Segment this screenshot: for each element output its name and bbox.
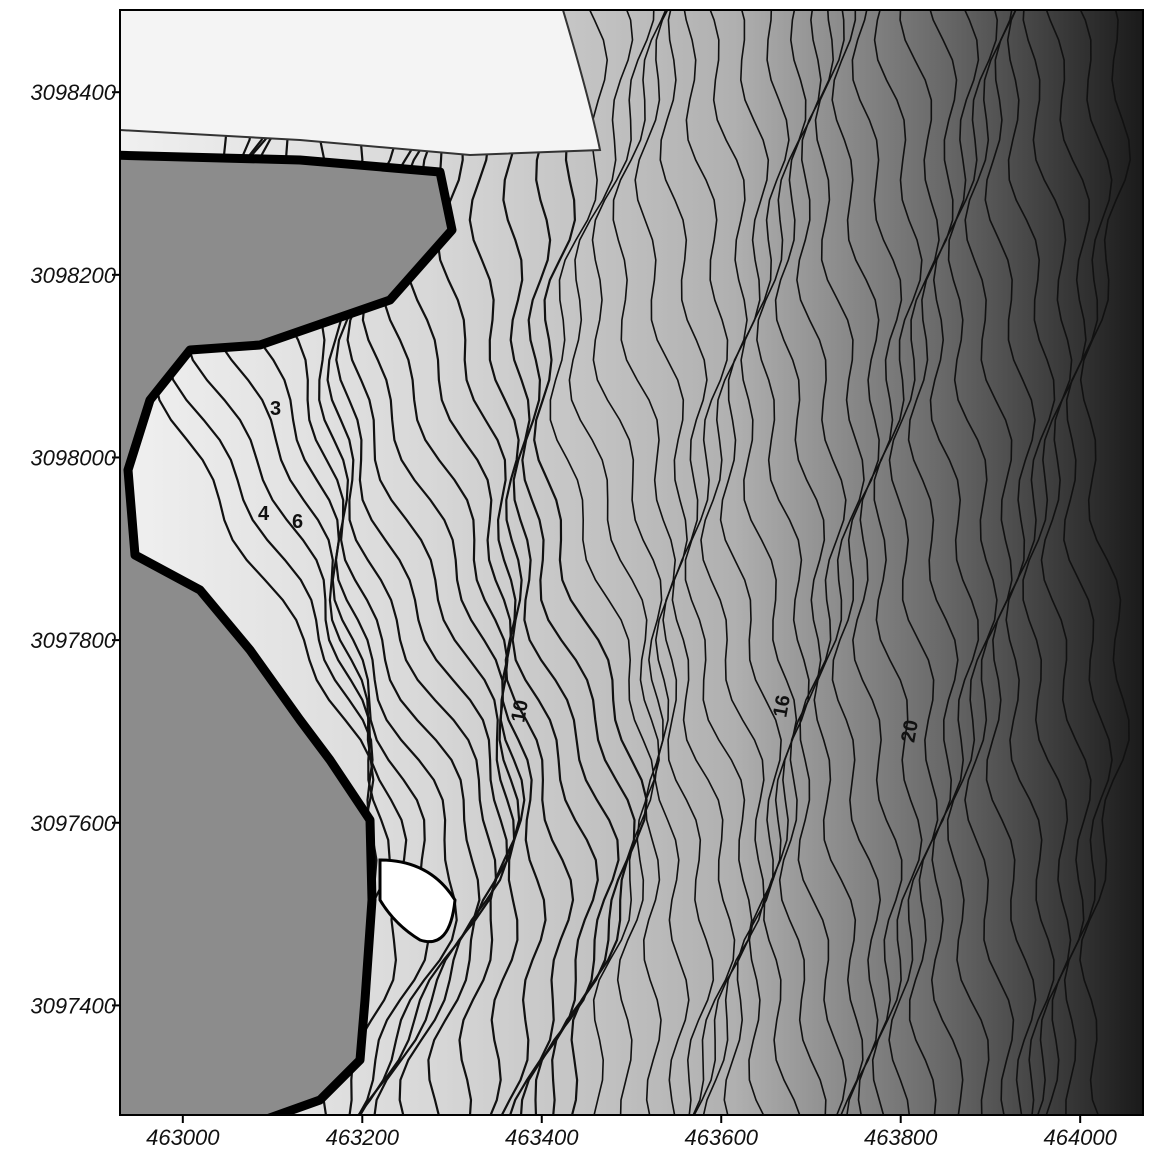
- map-figure: 3 4 6 10 16 20 463000 463200 463400 463600 4…: [0, 0, 1153, 1149]
- x-tick-label: 463200: [326, 1125, 400, 1149]
- contour-label: 4: [258, 503, 270, 525]
- contour-label: 16: [769, 693, 795, 719]
- contour-label: 20: [897, 718, 923, 744]
- contour-label: 3: [270, 398, 281, 420]
- y-tick-label: 3098000: [30, 445, 116, 470]
- x-tick-label: 463400: [505, 1125, 579, 1149]
- y-tick-label: 3098200: [30, 263, 116, 288]
- x-tick-label: 463000: [146, 1125, 220, 1149]
- upper-land: [110, 0, 600, 155]
- y-tick-label: 3098400: [30, 80, 116, 105]
- y-tick-label: 3097800: [30, 628, 116, 653]
- y-tick-label: 3097400: [30, 993, 116, 1018]
- x-tick-label: 464000: [1043, 1125, 1117, 1149]
- contour-label: 10: [507, 698, 533, 724]
- y-tick-label: 3097600: [30, 811, 116, 836]
- map-area: 3 4 6 10 16 20: [110, 0, 1143, 1125]
- x-tick-label: 463600: [685, 1125, 759, 1149]
- contour-label: 6: [292, 511, 303, 533]
- x-tick-label: 463800: [864, 1125, 938, 1149]
